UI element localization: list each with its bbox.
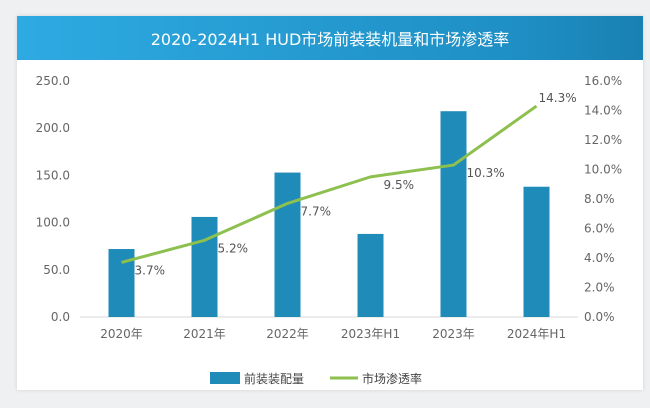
line-data-label: 9.5% <box>384 178 415 192</box>
left-axis-tick: 100.0 <box>36 216 70 230</box>
legend-bar-label: 前装装配量 <box>244 371 304 386</box>
left-axis-tick: 0.0 <box>51 310 70 324</box>
bar-2021年 <box>191 216 218 317</box>
x-axis-tick: 2023年 <box>432 327 475 341</box>
x-axis-tick: 2021年 <box>183 327 226 341</box>
chart-title: 2020-2024H1 HUD市场前装装机量和市场渗透率 <box>17 16 643 60</box>
bar-2022年 <box>274 172 301 317</box>
penetration-line <box>121 104 538 264</box>
right-axis-tick: 14.0% <box>584 104 622 118</box>
left-axis-tick: 200.0 <box>36 121 70 135</box>
x-axis-tick: 2023年H1 <box>341 327 400 341</box>
bar-2023年H1 <box>357 233 384 317</box>
bar-2023年 <box>440 111 467 317</box>
x-axis-tick: 2024年H1 <box>507 327 566 341</box>
right-axis-tick: 10.0% <box>584 163 622 177</box>
right-axis-tick: 0.0% <box>584 310 615 324</box>
line-data-label: 10.3% <box>467 166 505 180</box>
left-axis-tick: 50.0 <box>43 263 70 277</box>
right-axis-tick: 16.0% <box>584 74 622 88</box>
line-data-label: 14.3% <box>539 91 577 105</box>
right-axis-tick: 8.0% <box>584 192 615 206</box>
right-axis-tick: 12.0% <box>584 133 622 147</box>
right-axis-tick: 6.0% <box>584 222 615 236</box>
legend-bar-swatch <box>210 372 240 384</box>
right-axis-tick: 4.0% <box>584 251 615 265</box>
line-data-label: 5.2% <box>218 241 249 255</box>
left-axis-tick: 150.0 <box>36 168 70 182</box>
x-axis-tick: 2022年 <box>266 327 309 341</box>
left-axis-tick: 250.0 <box>36 74 70 88</box>
bar-2024年H1 <box>523 186 550 317</box>
x-axis-tick: 2020年 <box>100 327 143 341</box>
line-data-label: 7.7% <box>301 204 332 218</box>
line-data-label: 3.7% <box>135 263 166 277</box>
legend-line-label: 市场渗透率 <box>362 371 422 386</box>
right-axis-tick: 2.0% <box>584 281 615 295</box>
